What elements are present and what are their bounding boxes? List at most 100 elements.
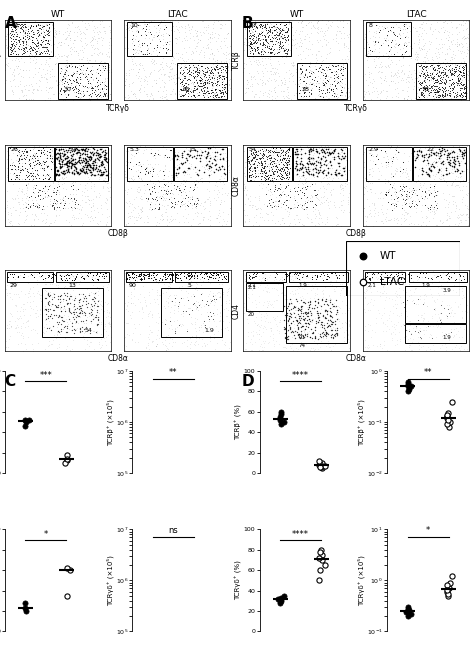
Point bbox=[449, 79, 457, 89]
Point bbox=[83, 178, 91, 189]
Point bbox=[432, 158, 439, 168]
Point bbox=[258, 27, 266, 37]
Point bbox=[184, 79, 192, 89]
Point bbox=[431, 148, 439, 158]
Point bbox=[66, 76, 73, 86]
Point bbox=[246, 196, 254, 206]
Point bbox=[154, 86, 161, 96]
Point bbox=[72, 212, 79, 223]
Point bbox=[72, 311, 79, 322]
Point bbox=[315, 575, 323, 586]
Point bbox=[80, 293, 87, 303]
Point bbox=[68, 168, 76, 178]
Point bbox=[43, 24, 50, 35]
Point bbox=[182, 198, 189, 208]
Point bbox=[37, 35, 45, 45]
Point bbox=[78, 220, 86, 230]
Point bbox=[275, 195, 283, 205]
Point bbox=[44, 146, 51, 156]
Point bbox=[152, 22, 160, 33]
Point bbox=[454, 77, 462, 88]
Point bbox=[54, 49, 62, 59]
Point bbox=[262, 20, 269, 31]
Point bbox=[430, 77, 438, 88]
Point bbox=[413, 51, 420, 61]
Point bbox=[327, 305, 334, 316]
Point bbox=[394, 147, 401, 158]
Point bbox=[303, 158, 310, 169]
Text: CD8α: CD8α bbox=[346, 354, 367, 363]
Point bbox=[322, 170, 330, 180]
Point bbox=[40, 327, 47, 338]
Point bbox=[32, 211, 40, 221]
Point bbox=[79, 288, 87, 299]
Point bbox=[54, 185, 61, 195]
Point bbox=[222, 298, 230, 309]
Point bbox=[161, 340, 169, 350]
Point bbox=[328, 317, 336, 327]
Point bbox=[29, 37, 37, 48]
Point bbox=[86, 72, 94, 82]
Point bbox=[275, 183, 283, 193]
Point bbox=[407, 328, 415, 339]
Point bbox=[98, 208, 106, 219]
Point bbox=[241, 39, 248, 49]
Point bbox=[281, 94, 289, 105]
Point bbox=[271, 168, 278, 178]
Point bbox=[465, 212, 472, 222]
Point bbox=[73, 269, 81, 279]
Point bbox=[13, 313, 20, 324]
Point bbox=[298, 41, 305, 51]
Point bbox=[178, 318, 185, 329]
Point bbox=[14, 61, 22, 71]
Point bbox=[304, 304, 312, 314]
Point bbox=[296, 26, 304, 36]
Point bbox=[53, 210, 60, 220]
Point bbox=[417, 83, 425, 93]
Point bbox=[156, 64, 164, 74]
Point bbox=[216, 142, 223, 152]
Point bbox=[245, 284, 252, 295]
Point bbox=[265, 30, 273, 40]
Point bbox=[94, 148, 102, 158]
Point bbox=[45, 35, 52, 46]
Point bbox=[162, 331, 169, 341]
Point bbox=[390, 27, 398, 38]
Point bbox=[391, 183, 398, 193]
Point bbox=[55, 270, 63, 280]
Point bbox=[140, 268, 148, 279]
Point bbox=[322, 161, 330, 171]
Point bbox=[66, 272, 74, 283]
Point bbox=[361, 32, 369, 42]
Point bbox=[343, 300, 351, 311]
Point bbox=[436, 312, 443, 323]
Point bbox=[93, 38, 100, 48]
Point bbox=[128, 150, 136, 161]
Point bbox=[192, 72, 200, 82]
Point bbox=[122, 74, 129, 84]
Point bbox=[259, 168, 266, 178]
Point bbox=[68, 196, 76, 206]
Point bbox=[327, 47, 334, 57]
Point bbox=[452, 296, 459, 307]
Point bbox=[258, 25, 265, 36]
Point bbox=[168, 23, 175, 33]
Point bbox=[447, 206, 455, 217]
Point bbox=[258, 20, 266, 31]
Point bbox=[136, 58, 144, 68]
Point bbox=[136, 212, 144, 223]
Point bbox=[463, 208, 471, 219]
Point bbox=[318, 15, 326, 25]
Point bbox=[249, 158, 256, 169]
Point bbox=[457, 67, 465, 77]
Point bbox=[31, 164, 39, 174]
Point bbox=[301, 52, 309, 62]
Point bbox=[141, 70, 149, 81]
Point bbox=[164, 268, 171, 279]
Point bbox=[323, 271, 330, 281]
Text: 90: 90 bbox=[128, 283, 136, 288]
Point bbox=[382, 35, 389, 46]
Point bbox=[280, 164, 288, 174]
Point bbox=[417, 60, 424, 70]
Point bbox=[303, 201, 311, 212]
